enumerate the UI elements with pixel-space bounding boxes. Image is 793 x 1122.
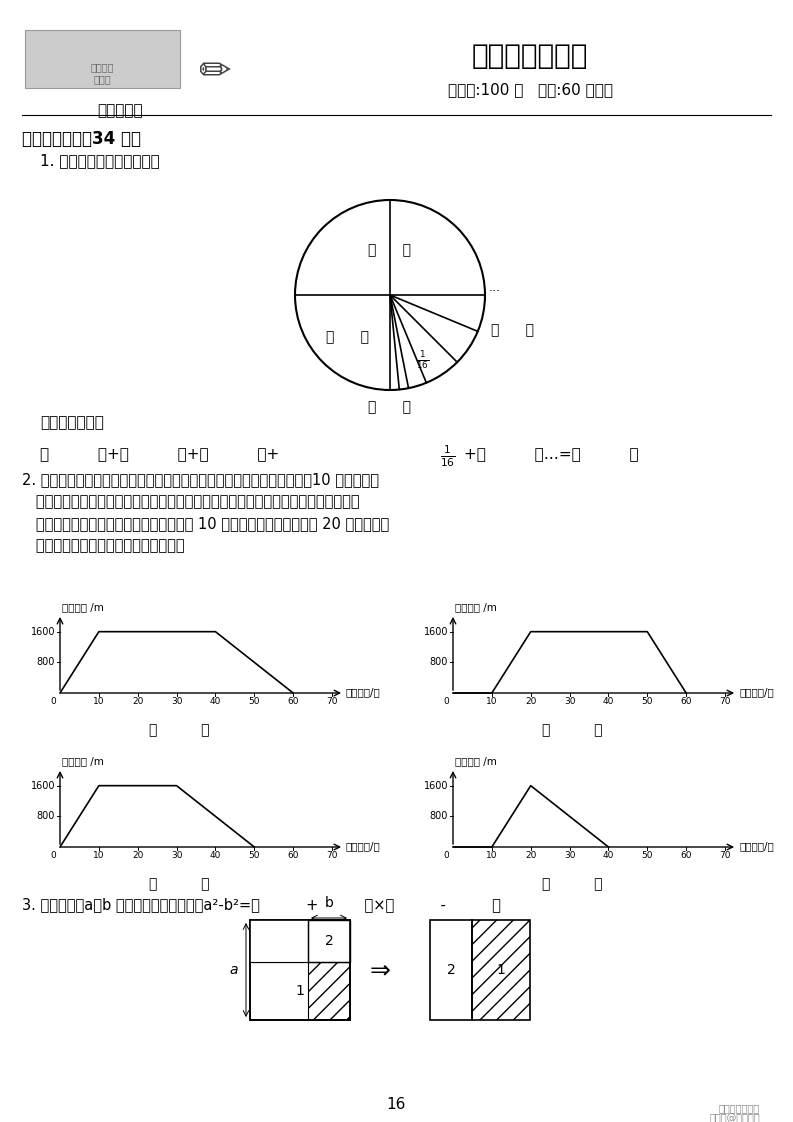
Text: （      ）: （ ）	[369, 243, 412, 257]
Bar	[308, 962, 350, 1020]
Text: 16: 16	[386, 1097, 406, 1112]
Text: 60: 60	[680, 850, 692, 859]
Text: 搜狐号@对精辅斗: 搜狐号@对精辅斗	[709, 1113, 760, 1122]
Text: 1600: 1600	[423, 781, 448, 791]
Text: 20: 20	[525, 697, 536, 706]
Text: $\frac{1}{16}$: $\frac{1}{16}$	[416, 349, 429, 371]
Text: 离校距离 /m: 离校距离 /m	[62, 603, 104, 611]
Text: 第八单元: 第八单元	[90, 62, 113, 72]
Text: a: a	[229, 963, 238, 977]
Text: 离校距离 /m: 离校距离 /m	[455, 756, 497, 766]
Text: （          ）: （ ）	[149, 877, 209, 891]
Bar	[250, 920, 350, 1020]
Text: （          ）: （ ）	[542, 877, 602, 891]
Text: 了半小时后，小马骑车带着小红返校用了 10 分钟，小林步行返校用了 20 分钟。根据: 了半小时后，小马骑车带着小红返校用了 10 分钟，小林步行返校用了 20 分钟。…	[22, 516, 389, 531]
Text: 60: 60	[287, 697, 299, 706]
Text: 0: 0	[50, 850, 56, 859]
Text: 800: 800	[430, 657, 448, 668]
Text: 50: 50	[642, 850, 653, 859]
Text: ✏: ✏	[199, 53, 232, 91]
Text: 800: 800	[36, 657, 55, 668]
Text: 40: 40	[603, 697, 614, 706]
Text: ...: ...	[489, 280, 501, 294]
Text: 离校时间/分: 离校时间/分	[739, 842, 774, 850]
Text: 10: 10	[93, 697, 105, 706]
Text: （      ）: （ ）	[491, 323, 534, 337]
Text: （          ）: （ ）	[149, 723, 209, 737]
Text: 1600: 1600	[30, 627, 55, 636]
Text: +（          ）…=（          ）: +（ ）…=（ ）	[464, 447, 638, 462]
Bar	[250, 920, 308, 962]
Bar	[430, 920, 472, 1020]
Text: 20: 20	[132, 850, 144, 859]
Text: 2: 2	[324, 934, 333, 948]
Text: 1600: 1600	[30, 781, 55, 791]
Bar	[250, 920, 350, 1020]
Text: 根据上图填空。: 根据上图填空。	[40, 415, 104, 430]
Text: 也从学校骑车赶来与他们同时到达，小亮在到达后接到电话立刻返校。其他三人打扫: 也从学校骑车赶来与他们同时到达，小亮在到达后接到电话立刻返校。其他三人打扫	[22, 494, 359, 509]
Text: 30: 30	[564, 850, 575, 859]
Text: 0: 0	[443, 697, 449, 706]
Text: 800: 800	[430, 811, 448, 821]
Text: （满分:100 分   时间:60 分钟）: （满分:100 分 时间:60 分钟）	[447, 82, 612, 96]
Text: 20: 20	[132, 697, 144, 706]
Text: 50: 50	[248, 850, 260, 859]
Text: （          ）+（          ）+（          ）+: （ ）+（ ）+（ ）+	[40, 447, 279, 462]
Text: 40: 40	[603, 850, 614, 859]
Text: 描述在下面几幅图下填上对应的人名。: 描述在下面几幅图下填上对应的人名。	[22, 539, 185, 553]
Text: 1: 1	[496, 963, 505, 977]
Text: $\frac{1}{16}$: $\frac{1}{16}$	[440, 443, 456, 469]
Text: 70: 70	[326, 850, 338, 859]
Text: 测评卷: 测评卷	[94, 74, 111, 84]
Text: 10: 10	[486, 850, 497, 859]
Text: （人教版）: （人教版）	[98, 103, 143, 118]
Text: 60: 60	[287, 850, 299, 859]
Text: 800: 800	[36, 811, 55, 821]
Text: 1. 将图中缺的数补充完整。: 1. 将图中缺的数补充完整。	[40, 153, 159, 168]
Text: 30: 30	[170, 850, 182, 859]
Text: 40: 40	[209, 697, 221, 706]
Text: （      ）: （ ）	[369, 401, 412, 414]
Text: （      ）: （ ）	[327, 330, 370, 344]
Text: 30: 30	[564, 697, 575, 706]
Bar	[472, 920, 530, 1020]
Text: 10: 10	[486, 697, 497, 706]
Text: 20: 20	[525, 850, 536, 859]
Text: 70: 70	[719, 850, 731, 859]
Text: 40: 40	[209, 850, 221, 859]
Bar	[250, 962, 350, 1020]
Text: 离校时间/分: 离校时间/分	[346, 687, 381, 697]
Bar	[25, 30, 180, 88]
Text: ⇒: ⇒	[370, 958, 390, 982]
Text: 10: 10	[93, 850, 105, 859]
Text: 2: 2	[446, 963, 455, 977]
Text: 离校时间/分: 离校时间/分	[739, 687, 774, 697]
Text: 0: 0	[443, 850, 449, 859]
Text: 离校距离 /m: 离校距离 /m	[455, 603, 497, 611]
Text: 3. 观察下图，a、b 分别是正方形的边长。a²-b²=（          +          ）×（          -          ）: 3. 观察下图，a、b 分别是正方形的边长。a²-b²=（ + ）×（ - ）	[22, 896, 501, 912]
Text: 50: 50	[248, 697, 260, 706]
Bar	[308, 920, 350, 962]
Text: 70: 70	[719, 697, 731, 706]
Bar	[308, 920, 350, 962]
Text: 0: 0	[50, 697, 56, 706]
Text: 70: 70	[326, 697, 338, 706]
Text: 60: 60	[680, 697, 692, 706]
Text: （          ）: （ ）	[542, 723, 602, 737]
Text: 第八单元测评卷: 第八单元测评卷	[472, 42, 588, 70]
Text: 一、填空题。（34 分）: 一、填空题。（34 分）	[22, 130, 141, 148]
Text: 离校时间/分: 离校时间/分	[346, 842, 381, 850]
Text: 50: 50	[642, 697, 653, 706]
Text: 中小学满分学苑: 中小学满分学苑	[719, 1103, 760, 1113]
Text: 30: 30	[170, 697, 182, 706]
Text: 1: 1	[296, 984, 305, 997]
Text: b: b	[324, 896, 333, 910]
Text: 离校距离 /m: 离校距离 /m	[62, 756, 104, 766]
Text: 2. 小红、小亮和小林三位同学同时从学校出发去李奶奶家义务打扫卫生，10 分钟后小马: 2. 小红、小亮和小林三位同学同时从学校出发去李奶奶家义务打扫卫生，10 分钟后…	[22, 472, 379, 487]
Text: 1600: 1600	[423, 627, 448, 636]
